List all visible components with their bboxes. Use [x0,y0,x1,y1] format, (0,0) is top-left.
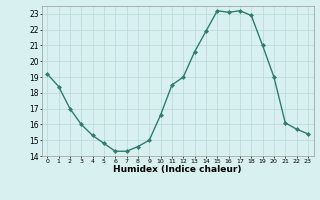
X-axis label: Humidex (Indice chaleur): Humidex (Indice chaleur) [113,165,242,174]
